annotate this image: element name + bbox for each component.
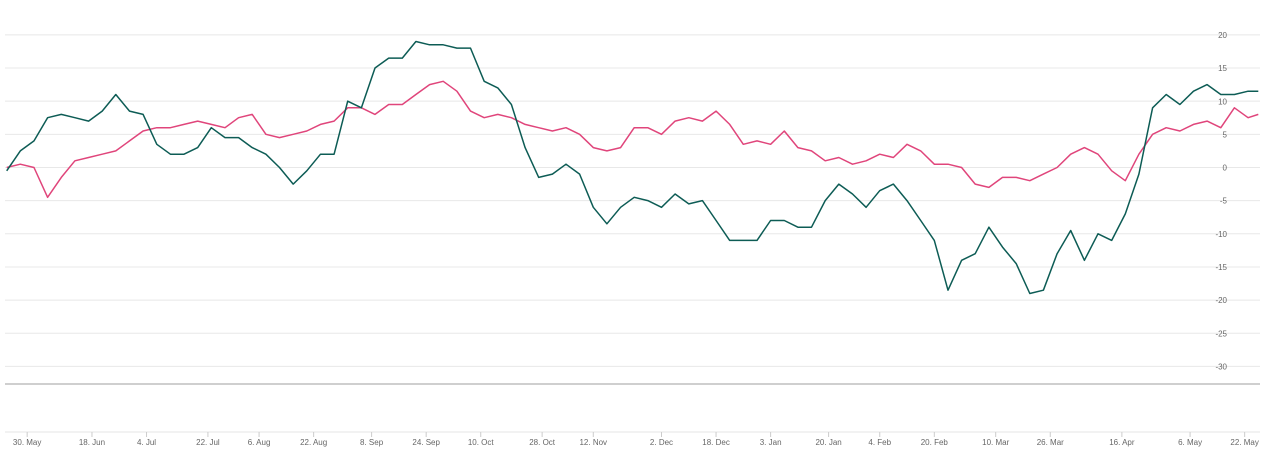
x-tick-label: 6. Aug: [248, 438, 271, 447]
x-tick-label: 12. Nov: [579, 438, 607, 447]
x-tick-label: 18. Dec: [702, 438, 730, 447]
series-line: [6, 40, 1259, 295]
x-tick-label: 20. Jan: [815, 438, 841, 447]
y-tick-label: -30: [1215, 363, 1227, 372]
series-line: [6, 80, 1259, 199]
x-tick-label: 6. May: [1178, 438, 1202, 447]
x-tick-label: 2. Dec: [650, 438, 673, 447]
x-tick-label: 28. Oct: [529, 438, 556, 447]
x-tick-label: 20. Feb: [921, 438, 949, 447]
x-tick-label: 18. Jun: [79, 438, 105, 447]
y-tick-label: -20: [1215, 296, 1227, 305]
x-tick-label: 22. May: [1230, 438, 1258, 447]
x-tick-label: 3. Jan: [760, 438, 782, 447]
x-tick-label: 22. Jul: [196, 438, 220, 447]
y-tick-label: -25: [1215, 329, 1227, 338]
x-tick-label: 8. Sep: [360, 438, 384, 447]
y-tick-label: 0: [1223, 164, 1228, 173]
x-tick-label: 22. Aug: [300, 438, 327, 447]
y-tick-label: -5: [1220, 197, 1228, 206]
x-tick-label: 16. Apr: [1109, 438, 1135, 447]
y-tick-label: -10: [1215, 230, 1227, 239]
y-tick-label: 10: [1218, 97, 1227, 106]
y-tick-label: 20: [1218, 31, 1227, 40]
x-tick-label: 4. Jul: [137, 438, 156, 447]
x-tick-label: 30. May: [13, 438, 41, 447]
x-tick-label: 24. Sep: [412, 438, 440, 447]
y-tick-label: -15: [1215, 263, 1227, 272]
y-tick-label: 15: [1218, 64, 1227, 73]
x-tick-label: 10. Oct: [468, 438, 495, 447]
x-tick-label: 10. Mar: [982, 438, 1009, 447]
y-tick-label: 5: [1223, 130, 1228, 139]
x-tick-label: 26. Mar: [1037, 438, 1064, 447]
x-tick-label: 4. Feb: [868, 438, 891, 447]
